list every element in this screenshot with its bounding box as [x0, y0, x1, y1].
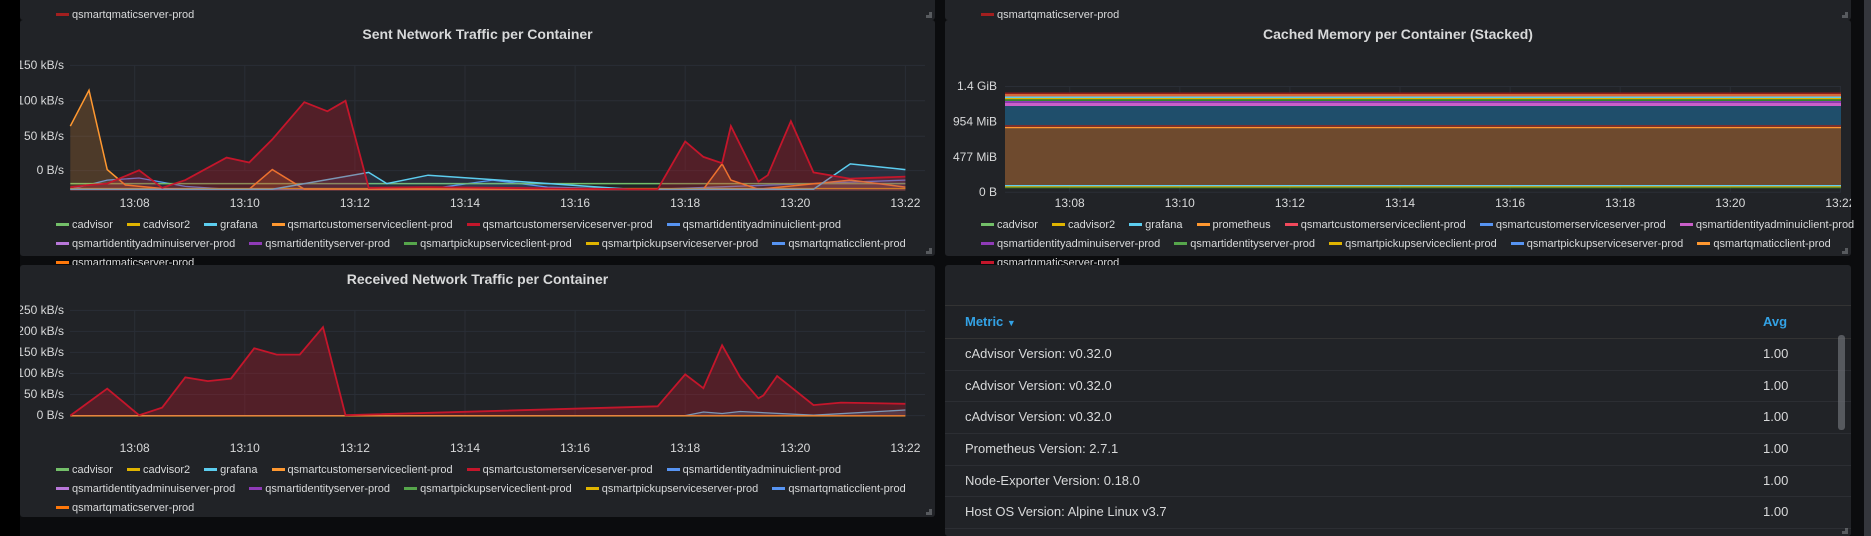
- svg-text:13:18: 13:18: [1605, 196, 1635, 210]
- svg-text:13:10: 13:10: [230, 441, 260, 455]
- svg-text:13:08: 13:08: [120, 196, 150, 210]
- svg-text:13:12: 13:12: [340, 196, 370, 210]
- svg-text:150 kB/s: 150 kB/s: [20, 345, 64, 359]
- svg-text:13:08: 13:08: [120, 441, 150, 455]
- svg-text:13:16: 13:16: [1495, 196, 1525, 210]
- svg-text:13:12: 13:12: [1275, 196, 1305, 210]
- svg-text:50 kB/s: 50 kB/s: [24, 387, 64, 401]
- svg-text:50 kB/s: 50 kB/s: [24, 129, 64, 143]
- svg-text:13:10: 13:10: [230, 196, 260, 210]
- svg-text:0 B/s: 0 B/s: [37, 408, 64, 422]
- svg-text:150 kB/s: 150 kB/s: [20, 58, 64, 72]
- svg-text:477 MiB: 477 MiB: [953, 150, 997, 164]
- svg-text:13:14: 13:14: [1385, 196, 1415, 210]
- svg-text:13:16: 13:16: [560, 441, 590, 455]
- svg-text:13:18: 13:18: [670, 196, 700, 210]
- svg-text:100 kB/s: 100 kB/s: [20, 366, 64, 380]
- svg-text:250 kB/s: 250 kB/s: [20, 303, 64, 317]
- svg-text:13:20: 13:20: [780, 196, 810, 210]
- svg-text:13:12: 13:12: [340, 441, 370, 455]
- svg-text:13:22: 13:22: [890, 441, 920, 455]
- svg-text:13:10: 13:10: [1165, 196, 1195, 210]
- svg-text:13:14: 13:14: [450, 196, 480, 210]
- svg-text:0 B: 0 B: [979, 185, 997, 199]
- svg-text:13:14: 13:14: [450, 441, 480, 455]
- svg-text:13:20: 13:20: [780, 441, 810, 455]
- svg-text:13:22: 13:22: [890, 196, 920, 210]
- svg-text:13:16: 13:16: [560, 196, 590, 210]
- svg-text:13:20: 13:20: [1715, 196, 1745, 210]
- svg-text:200 kB/s: 200 kB/s: [20, 324, 64, 338]
- svg-text:954 MiB: 954 MiB: [953, 115, 997, 129]
- svg-text:13:08: 13:08: [1055, 196, 1085, 210]
- svg-text:13:18: 13:18: [670, 441, 700, 455]
- svg-text:1.4 GiB: 1.4 GiB: [957, 79, 997, 93]
- svg-text:100 kB/s: 100 kB/s: [20, 94, 64, 108]
- svg-text:0 B/s: 0 B/s: [37, 163, 64, 177]
- svg-text:13:22: 13:22: [1825, 196, 1851, 210]
